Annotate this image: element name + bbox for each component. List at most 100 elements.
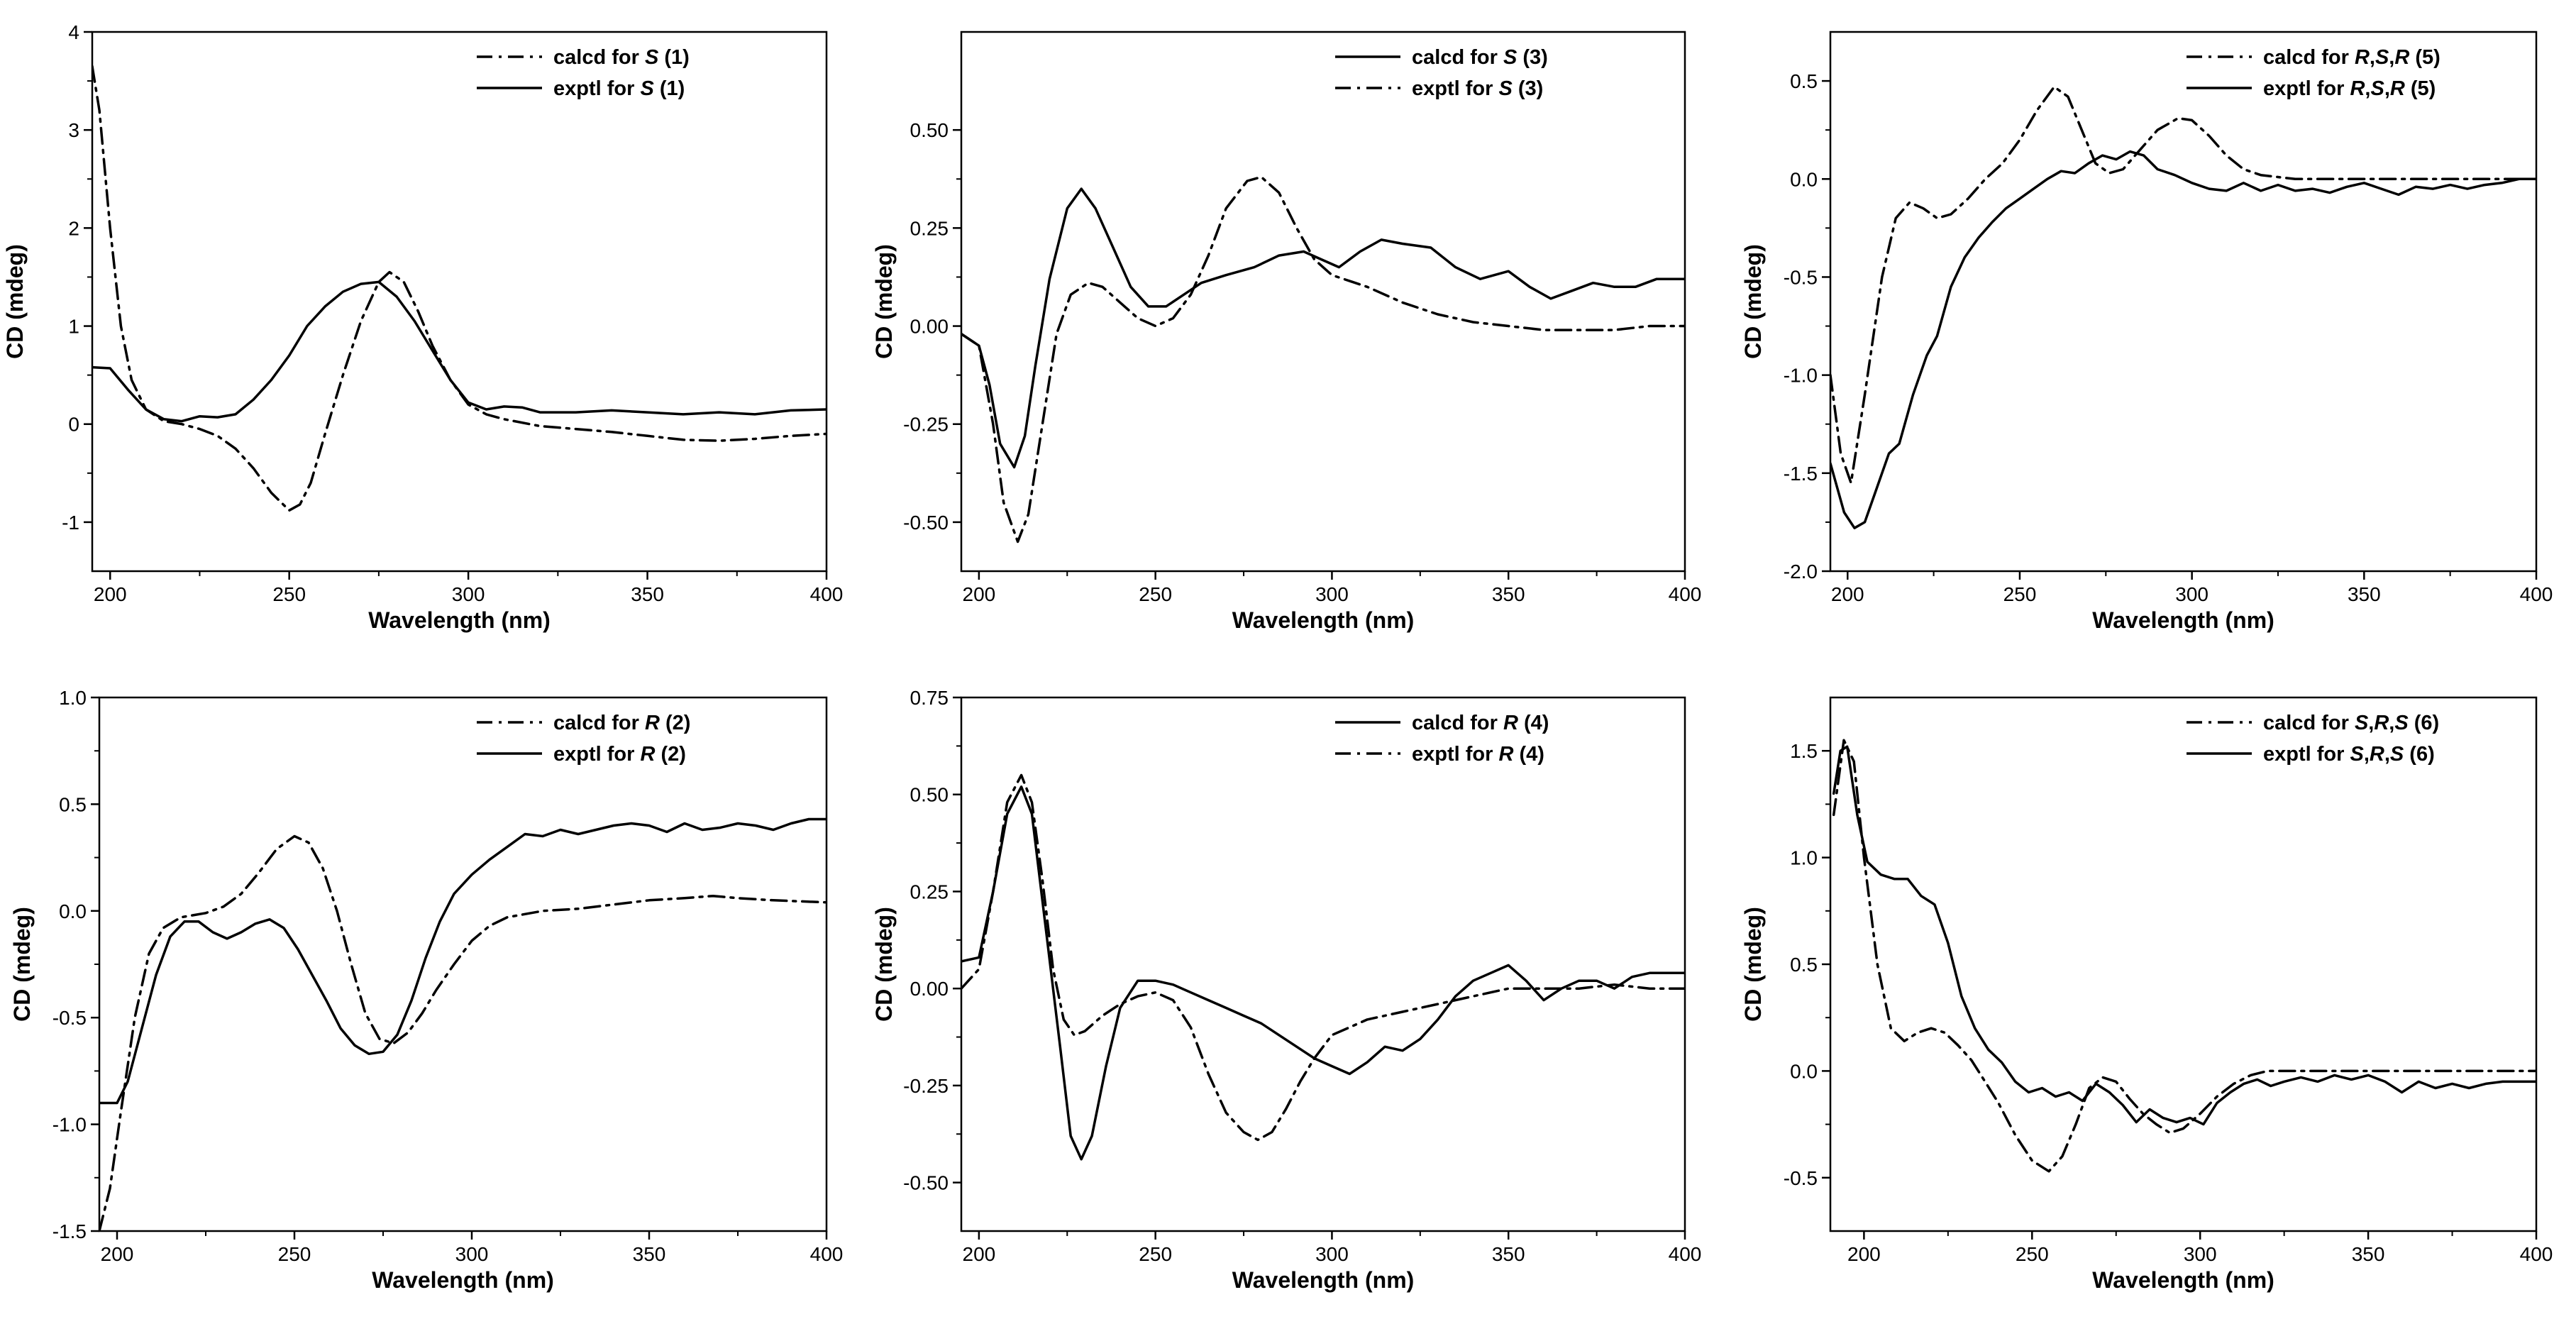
series-group bbox=[961, 175, 1685, 544]
y-tick-label: 0.5 bbox=[1790, 954, 1818, 976]
y-axis-title: CD (mdeg) bbox=[9, 907, 35, 1022]
x-tick-label: 350 bbox=[631, 583, 664, 605]
x-axis-title: Wavelength (nm) bbox=[2092, 607, 2274, 633]
x-tick-label: 300 bbox=[452, 583, 485, 605]
y-tick-label: 0.5 bbox=[59, 793, 87, 815]
x-tick-label: 400 bbox=[2520, 1243, 2553, 1265]
y-axis-title: CD (mdeg) bbox=[2, 244, 28, 359]
y-tick-label: -0.5 bbox=[1784, 266, 1818, 288]
series-line-dashdot bbox=[961, 175, 1685, 544]
legend-label: exptl for S (3) bbox=[1412, 77, 1543, 100]
y-tick-label: -1.0 bbox=[52, 1114, 87, 1136]
series-line-dashdot bbox=[92, 65, 827, 512]
x-tick-label: 400 bbox=[1669, 1243, 1702, 1265]
y-tick-label: -1.0 bbox=[1784, 365, 1818, 387]
x-tick-label: 400 bbox=[810, 583, 844, 605]
y-tick-label: 1.0 bbox=[1790, 847, 1818, 869]
y-tick-label: 0.25 bbox=[910, 217, 949, 239]
x-tick-label: 300 bbox=[455, 1243, 489, 1265]
y-tick-label: 0.75 bbox=[910, 687, 949, 709]
chart-panel-3: 200 250 300 350 400 -2.0 -1.5 -1.0 -0.5 0.0 0.5 Wav… bbox=[1740, 31, 2553, 633]
y-tick-label: -0.5 bbox=[1784, 1167, 1818, 1189]
series-group bbox=[92, 65, 827, 512]
x-tick-label: 400 bbox=[810, 1243, 844, 1265]
x-tick-label: 350 bbox=[1492, 583, 1525, 605]
legend-label: exptl for R (4) bbox=[1412, 743, 1544, 766]
plot-frame bbox=[960, 696, 1686, 1232]
y-axis-title: CD (mdeg) bbox=[1740, 244, 1766, 359]
chart-panel-1: 200 250 300 350 400 -1 0 1 2 3 4 Wavelength (nm) CD … bbox=[2, 21, 843, 633]
x-tick-label: 300 bbox=[2184, 1243, 2217, 1265]
y-tick-label: 0 bbox=[68, 414, 79, 436]
series-line-dashdot bbox=[961, 773, 1685, 1142]
legend: calcd for R (2) exptl for R (2) bbox=[477, 712, 690, 766]
y-tick-label: 0.0 bbox=[59, 900, 87, 922]
x-tick-label: 350 bbox=[2352, 1243, 2385, 1265]
plot-frame bbox=[91, 31, 828, 573]
y-tick-label: 0.50 bbox=[910, 784, 949, 806]
x-tick-label: 400 bbox=[1669, 583, 1702, 605]
x-tick-label: 300 bbox=[1315, 1243, 1349, 1265]
y-tick-label: -2.0 bbox=[1784, 561, 1818, 583]
x-tick-label: 200 bbox=[1831, 583, 1864, 605]
x-tick-label: 200 bbox=[101, 1243, 134, 1265]
y-tick-label: -0.25 bbox=[903, 414, 949, 436]
y-tick-label: 1.5 bbox=[1790, 740, 1818, 762]
series-line-dashdot bbox=[1832, 739, 2536, 1173]
y-tick-label: -1.5 bbox=[1784, 463, 1818, 485]
x-tick-label: 400 bbox=[2520, 583, 2553, 605]
legend-label: calcd for S (1) bbox=[553, 46, 690, 69]
y-tick-label: 2 bbox=[68, 217, 79, 239]
series-line-solid bbox=[1832, 745, 2536, 1126]
series-line-dashdot bbox=[99, 834, 827, 1231]
y-tick-label: 0.0 bbox=[1790, 1060, 1818, 1082]
legend-label: calcd for R,S,R (5) bbox=[2263, 46, 2440, 69]
chart-panel-5: 200 250 300 350 400 -0.50 -0.25 0.00 0.25 0.50 0.7… bbox=[871, 687, 1701, 1293]
y-tick-label: 0.0 bbox=[1790, 168, 1818, 190]
y-tick-label: 1.0 bbox=[59, 687, 87, 709]
y-tick-label: 0.00 bbox=[910, 978, 949, 1000]
legend-label: calcd for S (3) bbox=[1412, 46, 1548, 69]
x-tick-label: 300 bbox=[2175, 583, 2209, 605]
plot-frame bbox=[960, 31, 1686, 573]
y-tick-label: 0.5 bbox=[1790, 70, 1818, 92]
legend-label: calcd for S,R,S (6) bbox=[2263, 712, 2439, 734]
x-tick-label: 250 bbox=[1139, 1243, 1172, 1265]
series-line-solid bbox=[961, 785, 1685, 1161]
x-tick-label: 250 bbox=[2003, 583, 2037, 605]
y-tick-label: -1 bbox=[62, 512, 79, 534]
legend-label: exptl for R,S,R (5) bbox=[2263, 77, 2436, 100]
x-tick-label: 200 bbox=[963, 1243, 996, 1265]
x-tick-label: 350 bbox=[2348, 583, 2381, 605]
legend-label: calcd for R (4) bbox=[1412, 712, 1549, 734]
legend-label: exptl for S,R,S (6) bbox=[2263, 743, 2435, 766]
legend-label: exptl for R (2) bbox=[553, 743, 686, 766]
x-tick-label: 200 bbox=[94, 583, 127, 605]
series-line-solid bbox=[961, 187, 1685, 469]
series-line-solid bbox=[99, 817, 827, 1105]
series-line-solid bbox=[1830, 150, 2536, 529]
plot-frame bbox=[1829, 696, 2538, 1232]
y-tick-label: -0.5 bbox=[52, 1007, 87, 1029]
plot-frame bbox=[1829, 31, 2538, 573]
x-tick-label: 350 bbox=[633, 1243, 666, 1265]
series-group bbox=[99, 817, 827, 1231]
chart-panel-4: 200 250 300 350 400 -1.5 -1.0 -0.5 0.0 0.5 1.0 Wave… bbox=[9, 687, 843, 1293]
x-tick-label: 250 bbox=[2016, 1243, 2049, 1265]
x-axis-title: Wavelength (nm) bbox=[1232, 607, 1415, 633]
y-tick-label: 0.50 bbox=[910, 119, 949, 141]
series-group bbox=[961, 773, 1685, 1161]
y-tick-label: 0.00 bbox=[910, 316, 949, 338]
x-tick-label: 250 bbox=[278, 1243, 311, 1265]
series-group bbox=[1832, 739, 2536, 1173]
x-axis-title: Wavelength (nm) bbox=[1232, 1267, 1415, 1293]
y-tick-label: 0.25 bbox=[910, 881, 949, 903]
y-tick-label: 1 bbox=[68, 316, 79, 338]
y-tick-label: 4 bbox=[68, 21, 79, 43]
y-tick-label: -0.50 bbox=[903, 1172, 949, 1194]
plot-frame bbox=[98, 696, 828, 1232]
x-tick-label: 200 bbox=[1847, 1243, 1881, 1265]
chart-panel-6: 200 250 300 350 400 -0.5 0.0 0.5 1.0 1.5 Wavelengt… bbox=[1740, 696, 2553, 1293]
